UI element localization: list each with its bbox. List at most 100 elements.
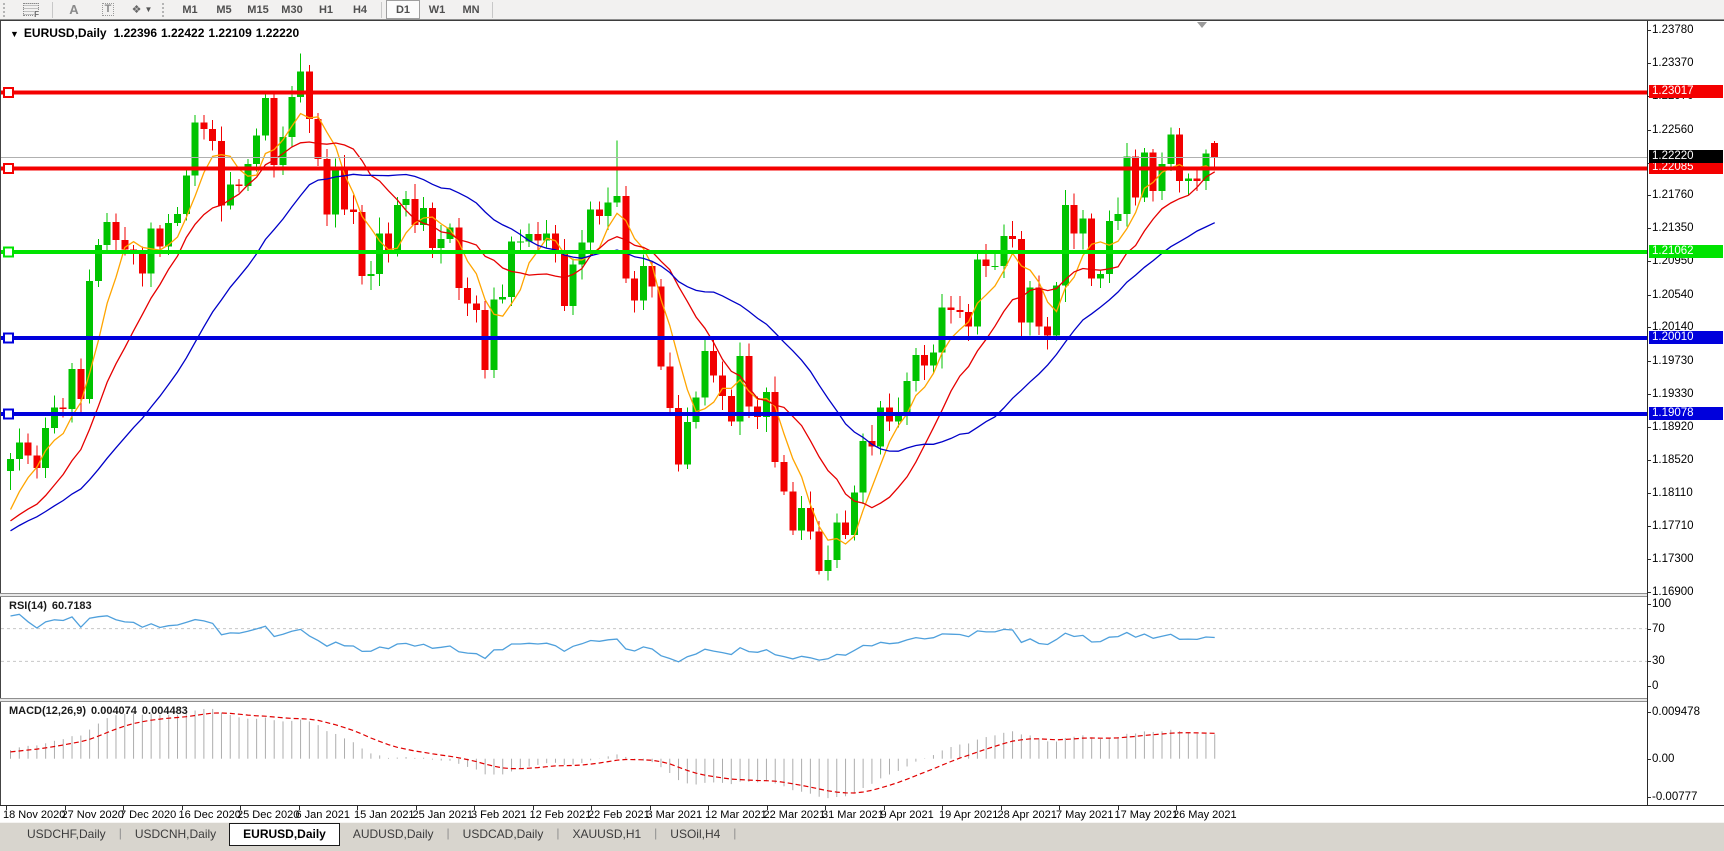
- chart-tab-usoil[interactable]: USOil,H4: [670, 827, 721, 841]
- timeframe-button-h4[interactable]: H4: [352, 3, 368, 16]
- moving-average-line-3[interactable]: [10, 173, 1216, 532]
- time-tick-label: 9 Apr 2021: [880, 809, 934, 821]
- chart-shift-marker-icon[interactable]: [1197, 22, 1207, 28]
- line-anchor-marker[interactable]: [3, 408, 14, 420]
- line-anchor-marker[interactable]: [3, 332, 14, 344]
- candle: [15, 442, 23, 459]
- line-price-badge: 1.23017: [1649, 85, 1723, 98]
- line-anchor-marker[interactable]: [3, 246, 14, 258]
- candle: [68, 368, 76, 410]
- price-axis[interactable]: 1.237801.233701.229701.225601.221501.217…: [1647, 21, 1724, 805]
- candle: [1026, 287, 1034, 323]
- candle: [253, 135, 261, 164]
- candle: [842, 522, 850, 535]
- shapes-tool-button[interactable]: ❖ ▼: [125, 0, 159, 19]
- timeframe-button-mn[interactable]: MN: [462, 3, 480, 16]
- candle: [1009, 235, 1017, 240]
- chart-tab-usdcad[interactable]: USDCAD,Daily: [462, 827, 544, 841]
- time-tick-label: 3 Feb 2021: [471, 809, 527, 821]
- toolbar-gripper[interactable]: [3, 2, 10, 17]
- horizontal-line[interactable]: [1, 166, 1647, 171]
- timeframe-button-h1[interactable]: H1: [318, 3, 334, 16]
- rsi-label: RSI(14) 60.7183: [9, 600, 92, 612]
- toolbar-gripper[interactable]: [162, 2, 169, 17]
- horizontal-line[interactable]: [1, 90, 1647, 95]
- collapse-indicator-icon[interactable]: ▼: [10, 29, 19, 39]
- candle: [297, 71, 305, 97]
- time-tick-label: 17 May 2021: [1114, 809, 1179, 821]
- candle: [587, 209, 595, 243]
- candle: [244, 163, 252, 187]
- time-tick: [474, 806, 475, 810]
- panel-resize-divider[interactable]: [0, 593, 1724, 597]
- candle: [279, 137, 287, 165]
- line-anchor-marker[interactable]: [3, 86, 14, 98]
- candle: [683, 422, 691, 465]
- rsi-tick-label: 0: [1647, 680, 1659, 692]
- toolbar: F A T ❖ ▼ M1 M5 M15 M30 H1 H4 D1 W1 MN: [0, 0, 1724, 20]
- timeframe-button-d1[interactable]: D1: [386, 0, 420, 19]
- candle: [903, 381, 911, 413]
- panel-resize-divider[interactable]: [0, 698, 1724, 702]
- moving-average-line-2[interactable]: [10, 141, 1216, 522]
- line-price-badge: 1.20010: [1649, 331, 1723, 344]
- time-tick-label: 28 Apr 2021: [997, 809, 1057, 821]
- candle: [806, 507, 814, 532]
- candle: [7, 458, 14, 472]
- candle: [138, 252, 146, 274]
- candle: [965, 311, 973, 327]
- text-tool-button[interactable]: T: [91, 0, 125, 19]
- text-label-tool-button[interactable]: A: [57, 0, 91, 19]
- timeframe-button-m30[interactable]: M30: [281, 3, 303, 16]
- rsi-title: RSI(14): [9, 600, 47, 612]
- toolbar-divider: [52, 1, 53, 18]
- candle: [692, 397, 700, 423]
- candle: [490, 299, 498, 370]
- candle: [86, 280, 94, 400]
- candle: [604, 202, 612, 217]
- candle: [235, 184, 243, 187]
- macd-panel[interactable]: MACD(12,26,9) 0.004074 0.004483: [0, 702, 1647, 805]
- candle: [973, 259, 981, 327]
- pattern-tool-button[interactable]: F: [14, 0, 48, 19]
- candle: [332, 169, 340, 215]
- time-tick-label: 12 Feb 2021: [529, 809, 592, 821]
- chart-tab-usdchf[interactable]: USDCHF,Daily: [27, 827, 106, 841]
- time-tick: [64, 806, 66, 810]
- chart-tab-audusd[interactable]: AUDUSD,Daily: [352, 827, 434, 841]
- candlestick-chart[interactable]: [1, 21, 1647, 594]
- candle: [631, 278, 639, 301]
- price-tick-label: 1.18110: [1648, 487, 1693, 499]
- timeframe-button-m1[interactable]: M1: [182, 3, 198, 16]
- timeframe-button-m15[interactable]: M15: [247, 3, 269, 16]
- candle: [622, 195, 630, 279]
- chart-tab-xauusd[interactable]: XAUUSD,H1: [572, 827, 642, 841]
- price-tick-label: 1.18920: [1648, 421, 1694, 433]
- rsi-plot[interactable]: [1, 597, 1647, 699]
- line-anchor-marker[interactable]: [3, 162, 14, 174]
- candle: [455, 227, 463, 289]
- candle: [182, 175, 190, 214]
- candle: [200, 122, 208, 129]
- price-tick-label: 1.21760: [1648, 189, 1694, 201]
- rsi-panel[interactable]: RSI(14) 60.7183: [0, 597, 1647, 699]
- horizontal-line[interactable]: [1, 335, 1647, 340]
- time-axis[interactable]: 18 Nov 2020 27 Nov 2020 7 Dec 2020 16 Dec 2…: [0, 805, 1724, 822]
- horizontal-line[interactable]: [1, 412, 1647, 417]
- timeframe-button-m5[interactable]: M5: [216, 3, 232, 16]
- candle: [534, 234, 542, 241]
- macd-plot[interactable]: [1, 702, 1647, 805]
- candle: [420, 208, 428, 226]
- chart-tab-eurusd[interactable]: EURUSD,Daily: [229, 823, 340, 846]
- candle: [1184, 178, 1192, 182]
- price-tick-label: 1.22560: [1648, 124, 1694, 136]
- moving-average-line-1[interactable]: [9, 112, 1216, 545]
- timeframe-button-w1[interactable]: W1: [428, 3, 446, 16]
- main-chart-panel[interactable]: ▼ EURUSD,Daily 1.22396 1.22422 1.22109 1.2222…: [0, 21, 1647, 594]
- horizontal-line[interactable]: [1, 250, 1647, 255]
- chart-title: ▼ EURUSD,Daily 1.22396 1.22422 1.22109 1.2222…: [10, 26, 299, 40]
- candle: [736, 355, 744, 422]
- price-tick-label: 1.19730: [1648, 355, 1694, 367]
- chart-tab-usdcnh[interactable]: USDCNH,Daily: [134, 827, 217, 841]
- candle: [121, 239, 129, 250]
